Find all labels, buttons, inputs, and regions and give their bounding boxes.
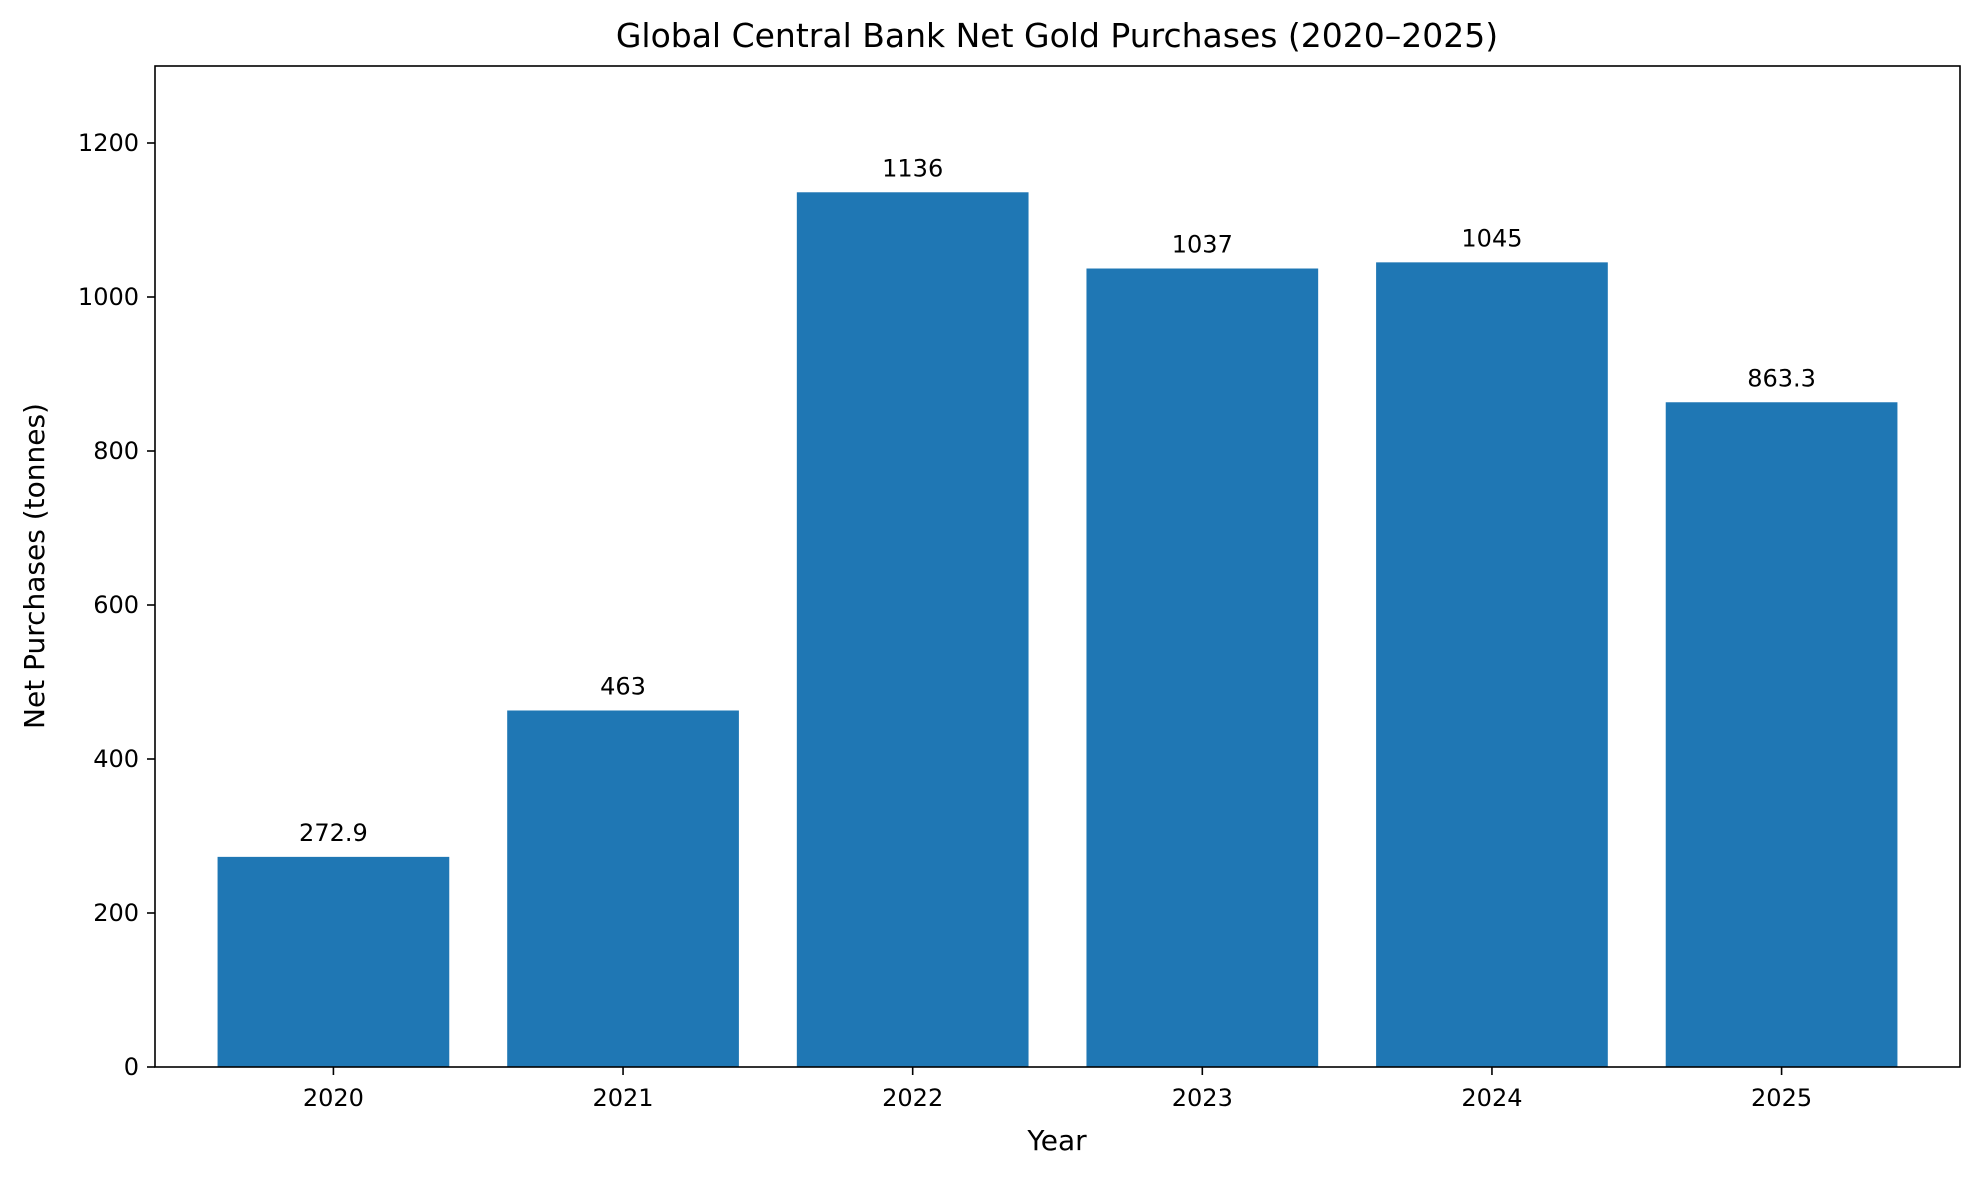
y-tick-label-200: 200 (93, 899, 139, 927)
x-tick-label-2023: 2023 (1172, 1084, 1233, 1112)
y-tick-label-800: 800 (93, 437, 139, 465)
bar-2025 (1665, 402, 1898, 1067)
y-tick-label-1200: 1200 (78, 129, 139, 157)
x-tick-label-2025: 2025 (1751, 1084, 1812, 1112)
y-axis: 0 200 400 600 800 1000 1200 (78, 129, 155, 1081)
x-tick-label-2020: 2020 (303, 1084, 364, 1112)
chart-title: Global Central Bank Net Gold Purchases (… (616, 16, 1498, 55)
value-label-2021: 463 (600, 672, 646, 700)
value-label-2025: 863.3 (1747, 364, 1816, 392)
value-labels-layer: 272.9 463 1136 1037 1045 863.3 (299, 154, 1816, 847)
value-label-2024: 1045 (1461, 224, 1522, 252)
y-tick-label-400: 400 (93, 745, 139, 773)
value-label-2023: 1037 (1172, 231, 1233, 259)
bar-2023 (1086, 268, 1319, 1067)
x-tick-label-2024: 2024 (1461, 1084, 1522, 1112)
plot-area-frame (154, 65, 1961, 1068)
x-axis-label: Year (1026, 1124, 1087, 1157)
bar-2024 (1376, 262, 1608, 1068)
x-axis: 2020 2021 2022 2023 2024 2025 (303, 1067, 1812, 1112)
bar-2020 (217, 856, 450, 1067)
y-tick-label-600: 600 (93, 591, 139, 619)
x-tick-label-2022: 2022 (882, 1084, 943, 1112)
y-tick-label-1000: 1000 (78, 283, 139, 311)
bars-layer (217, 192, 1898, 1068)
y-axis-label: Net Purchases (tonnes) (18, 403, 51, 729)
x-tick-label-2021: 2021 (593, 1084, 654, 1112)
y-tick-label-0: 0 (124, 1053, 139, 1081)
value-label-2022: 1136 (882, 154, 943, 182)
value-label-2020: 272.9 (299, 819, 368, 847)
bar-2021 (507, 710, 739, 1067)
bar-2022 (796, 192, 1029, 1067)
